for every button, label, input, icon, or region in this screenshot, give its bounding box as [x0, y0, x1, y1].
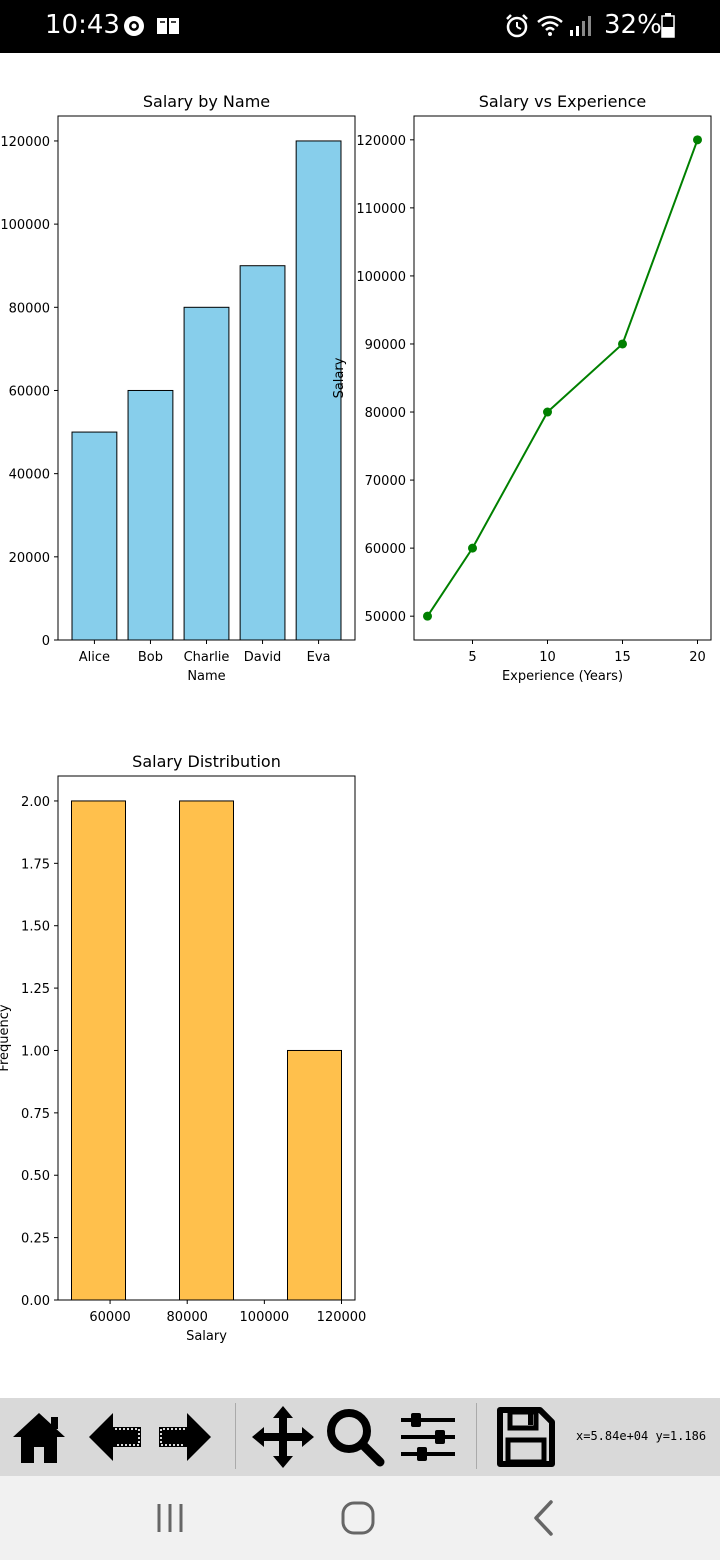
chart-title: Salary Distribution: [132, 752, 281, 771]
signal-icon: [568, 12, 592, 44]
configure-subplots-icon[interactable]: [395, 1404, 461, 1470]
bar-david: [239, 265, 286, 641]
y-tick-label: 100000: [356, 270, 406, 285]
series-line: [426, 139, 699, 617]
x-tick-label: 60000: [89, 1310, 130, 1325]
y-tick-label: 0: [42, 634, 50, 649]
data-point: [693, 135, 702, 145]
data-point: [618, 339, 627, 349]
bar-bob: [127, 389, 174, 641]
axes-frame: [57, 115, 356, 641]
y-tick-label: 100000: [0, 218, 50, 233]
y-tick-label: 60000: [9, 384, 50, 399]
y-tick-label: 80000: [9, 301, 50, 316]
y-tick-label: 120000: [0, 135, 50, 150]
y-tick-label: 0.75: [21, 1107, 50, 1122]
y-tick-label: 90000: [365, 338, 406, 353]
data-point: [468, 543, 477, 553]
x-tick-label: 15: [614, 650, 631, 665]
home-icon[interactable]: [6, 1404, 72, 1470]
y-tick-label: 0.25: [21, 1232, 50, 1247]
y-tick-label: 0.50: [21, 1169, 50, 1184]
toolbar-separator: [235, 1403, 236, 1469]
data-point: [543, 407, 552, 417]
y-axis-label: Frequency: [0, 1004, 12, 1071]
bar-alice: [71, 431, 118, 641]
chart-title: Salary by Name: [143, 92, 270, 111]
pan-icon[interactable]: [250, 1404, 316, 1470]
y-tick-label: 70000: [365, 474, 406, 489]
y-axis-label: Salary: [332, 357, 347, 398]
cursor-coordinates: x=5.84e+04 y=1.186: [576, 1429, 707, 1443]
y-tick-label: 40000: [9, 468, 50, 483]
x-tick-label: Eva: [307, 650, 331, 665]
settings-gear-icon: [120, 12, 148, 44]
axes-frame: [57, 775, 356, 1301]
book-icon: [154, 12, 182, 44]
matplotlib-figure[interactable]: Alice Bob Charlie David Eva 0 20000 40000 60000 8…: [0, 53, 720, 1398]
home-button-icon[interactable]: [328, 1498, 388, 1538]
y-tick-label: 60000: [365, 542, 406, 557]
y-tick-label: 1.00: [21, 1044, 50, 1059]
alarm-icon: [503, 12, 531, 44]
x-tick-label: 100000: [240, 1310, 290, 1325]
x-tick-label: 5: [468, 650, 476, 665]
toolbar-separator: [476, 1403, 477, 1469]
x-tick-label: 10: [539, 650, 556, 665]
y-tick-label: 1.75: [21, 857, 50, 872]
save-icon[interactable]: [492, 1404, 558, 1470]
x-tick-label: 120000: [317, 1310, 367, 1325]
y-tick-label: 1.25: [21, 982, 50, 997]
back-arrow-icon[interactable]: [82, 1404, 148, 1470]
x-axis-label: Experience (Years): [502, 669, 623, 684]
histogram-bar: [179, 800, 234, 1301]
x-tick-label: Alice: [79, 650, 110, 665]
x-axis-label: Salary: [186, 1329, 227, 1344]
y-tick-label: 2.00: [21, 795, 50, 810]
chart-title: Salary vs Experience: [479, 92, 646, 111]
recent-apps-icon[interactable]: [140, 1498, 200, 1538]
y-tick-label: 0.00: [21, 1294, 50, 1309]
x-tick-label: Charlie: [184, 650, 230, 665]
histogram-bar: [71, 800, 126, 1301]
y-tick-label: 120000: [356, 134, 406, 149]
x-axis-label: Name: [187, 669, 225, 684]
navigation-toolbar: x=5.84e+04 y=1.186: [0, 1398, 720, 1476]
wifi-icon: [535, 12, 565, 44]
x-tick-label: David: [244, 650, 282, 665]
status-bar: 10:43 32%: [0, 0, 720, 53]
y-tick-label: 1.50: [21, 920, 50, 935]
figure-canvas[interactable]: Alice Bob Charlie David Eva 0 20000 40000 60000 8…: [0, 53, 720, 1398]
histogram-bar: [287, 1049, 342, 1301]
battery-percentage: 32%: [604, 10, 662, 40]
system-navigation-bar: [0, 1476, 720, 1560]
y-tick-label: 20000: [9, 551, 50, 566]
x-tick-label: Bob: [138, 650, 163, 665]
data-point: [423, 611, 432, 621]
x-tick-label: 80000: [167, 1310, 208, 1325]
x-tick-label: 20: [689, 650, 706, 665]
zoom-icon[interactable]: [322, 1404, 388, 1470]
forward-arrow-icon[interactable]: [152, 1404, 218, 1470]
battery-icon: [660, 12, 676, 44]
axes-frame: [413, 115, 712, 641]
y-tick-label: 110000: [356, 202, 406, 217]
y-tick-label: 50000: [365, 610, 406, 625]
back-icon[interactable]: [514, 1498, 574, 1538]
y-tick-label: 80000: [365, 406, 406, 421]
status-time: 10:43: [45, 10, 120, 40]
bar-charlie: [183, 306, 230, 641]
